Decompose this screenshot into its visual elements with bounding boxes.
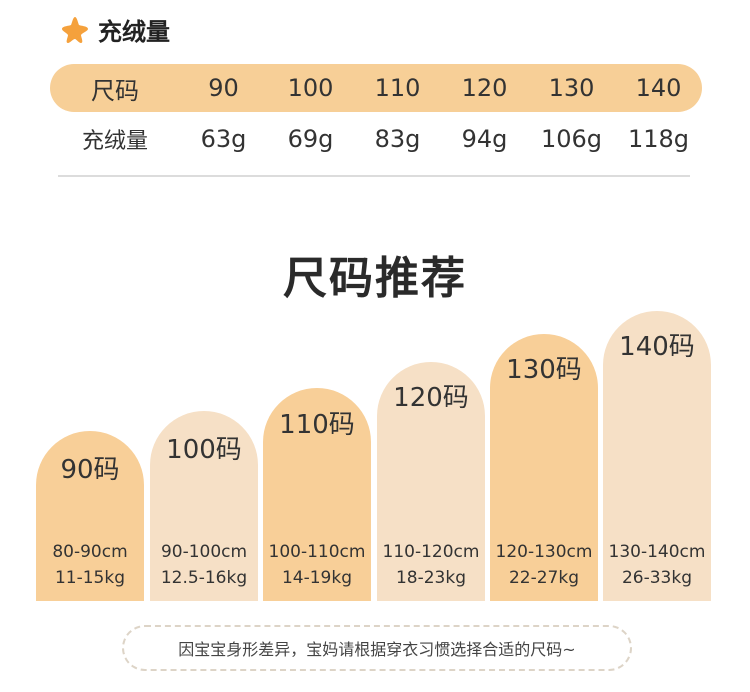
size-card-100: 100码 90-100cm 12.5-16kg xyxy=(150,411,258,601)
size-label: 100码 xyxy=(166,435,242,465)
header-size: 110 xyxy=(374,74,421,102)
header-size: 90 xyxy=(208,74,239,102)
row-label: 充绒量 xyxy=(81,129,148,154)
size-card-110: 110码 100-110cm 14-19kg xyxy=(263,388,371,601)
size-label: 130码 xyxy=(506,355,582,385)
height-range: 100-110cm xyxy=(268,542,366,562)
weight-range: 18-23kg xyxy=(395,568,467,588)
weight-range: 12.5-16kg xyxy=(160,568,248,588)
size-info: 80-90cm 11-15kg xyxy=(36,539,144,591)
fill-table: 尺码 90 100 110 120 130 140 充绒量 63g 69g 83… xyxy=(50,64,702,166)
height-range: 110-120cm xyxy=(382,542,480,562)
size-info: 130-140cm 26-33kg xyxy=(603,539,711,591)
size-label: 90码 xyxy=(60,455,120,485)
size-card-90: 90码 80-90cm 11-15kg xyxy=(36,431,144,601)
table-row: 充绒量 63g 69g 83g 94g 106g 118g xyxy=(50,112,702,166)
size-info: 110-120cm 18-23kg xyxy=(377,539,485,591)
size-label: 140码 xyxy=(619,332,695,362)
divider xyxy=(58,175,690,177)
fill-value: 83g xyxy=(374,125,421,153)
fill-value: 106g xyxy=(540,125,603,153)
size-label: 120码 xyxy=(393,383,469,413)
recommend-title: 尺码推荐 xyxy=(283,253,467,304)
weight-range: 11-15kg xyxy=(54,568,126,588)
height-range: 90-100cm xyxy=(160,542,248,562)
fill-value: 69g xyxy=(287,125,334,153)
height-range: 130-140cm xyxy=(608,542,706,562)
section-title: 充绒量 xyxy=(98,18,170,46)
size-card-130: 130码 120-130cm 22-27kg xyxy=(490,334,598,601)
height-range: 120-130cm xyxy=(495,542,593,562)
header-size: 140 xyxy=(635,74,682,102)
header-size: 130 xyxy=(548,74,595,102)
star-icon xyxy=(62,16,88,43)
size-info: 90-100cm 12.5-16kg xyxy=(150,539,258,591)
header-size: 100 xyxy=(287,74,334,102)
header-size: 120 xyxy=(461,74,508,102)
size-info: 100-110cm 14-19kg xyxy=(263,539,371,591)
section-header: 充绒量 xyxy=(60,12,170,47)
weight-range: 26-33kg xyxy=(621,568,693,588)
size-card-140: 140码 130-140cm 26-33kg xyxy=(603,311,711,601)
header-label: 尺码 xyxy=(91,76,139,105)
table-header-row: 尺码 90 100 110 120 130 140 xyxy=(50,64,702,112)
size-label: 110码 xyxy=(279,410,355,440)
size-info: 120-130cm 22-27kg xyxy=(490,539,598,591)
height-range: 80-90cm xyxy=(52,542,128,562)
weight-range: 22-27kg xyxy=(508,568,580,588)
size-tip: 因宝宝身形差异，宝妈请根据穿衣习惯选择合适的尺码~ xyxy=(122,625,632,671)
fill-value: 118g xyxy=(627,125,690,153)
fill-value: 63g xyxy=(200,125,247,153)
size-card-120: 120码 110-120cm 18-23kg xyxy=(377,362,485,601)
weight-range: 14-19kg xyxy=(281,568,353,588)
fill-value: 94g xyxy=(461,125,508,153)
